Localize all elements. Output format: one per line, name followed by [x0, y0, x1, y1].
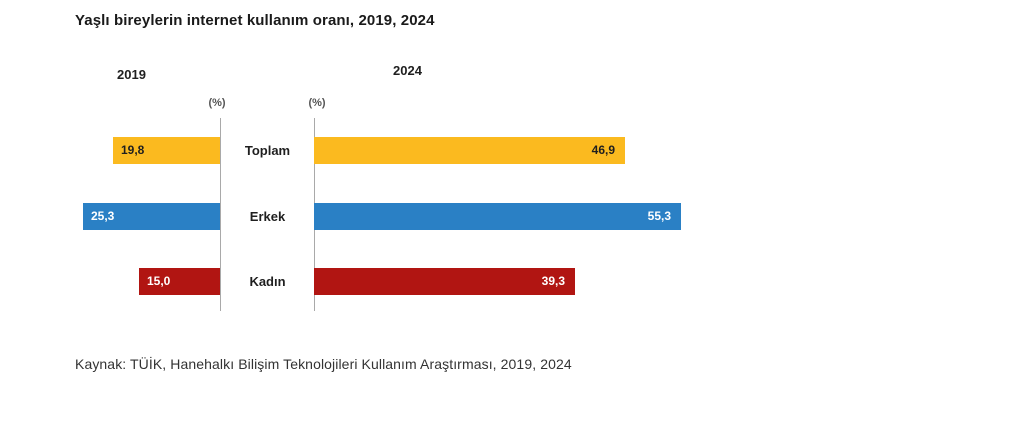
value-label-2024-erkek: 55,3	[647, 209, 671, 223]
source-note: Kaynak: TÜİK, Hanehalkı Bilişim Teknoloj…	[75, 356, 572, 372]
bar-2019-toplam: 19,8	[113, 137, 220, 164]
bar-2024-kadin: 39,3	[314, 268, 575, 295]
left-axis-line	[220, 118, 221, 311]
right-axis-unit-label: (%)	[308, 97, 326, 109]
category-label-erkek: Erkek	[249, 209, 286, 224]
category-label-toplam: Toplam	[244, 143, 291, 158]
series-label-2024: 2024	[393, 63, 422, 78]
value-label-2019-kadin: 15,0	[147, 274, 171, 288]
bar-2019-erkek: 25,3	[83, 203, 220, 230]
category-label-kadin: Kadın	[249, 274, 286, 289]
bar-2024-erkek: 55,3	[314, 203, 681, 230]
value-label-2019-erkek: 25,3	[91, 209, 115, 223]
bar-2019-kadin: 15,0	[139, 268, 220, 295]
bar-2024-toplam: 46,9	[314, 137, 625, 164]
value-label-2019-toplam: 19,8	[121, 143, 145, 157]
left-axis-unit-label: (%)	[208, 97, 226, 109]
chart-title: Yaşlı bireylerin internet kullanım oranı…	[75, 12, 435, 29]
value-label-2024-toplam: 46,9	[591, 143, 615, 157]
value-label-2024-kadin: 39,3	[541, 274, 565, 288]
series-label-2019: 2019	[117, 67, 146, 82]
